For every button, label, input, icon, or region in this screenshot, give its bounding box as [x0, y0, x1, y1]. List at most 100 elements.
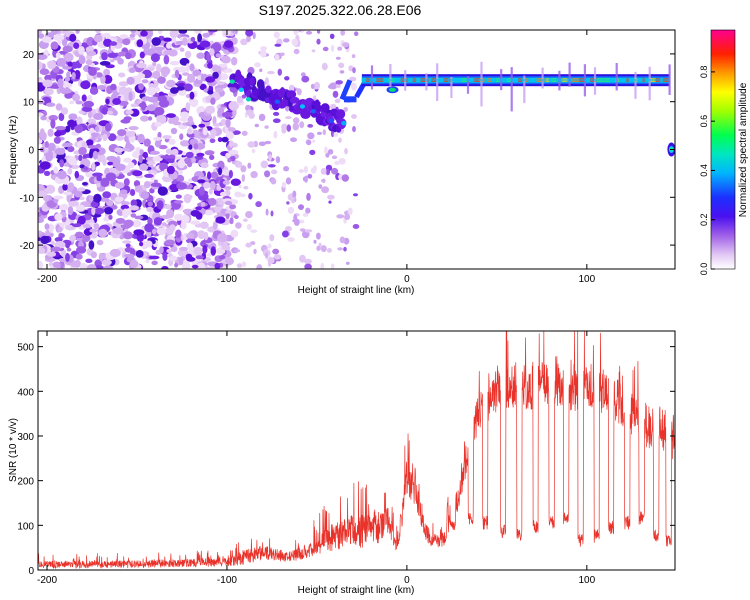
noise-speck	[44, 223, 50, 230]
noise-speck	[352, 67, 356, 74]
noise-speck	[164, 239, 175, 246]
noise-speck	[58, 233, 65, 239]
noise-speck	[160, 214, 171, 220]
noise-speck	[236, 95, 244, 104]
noise-speck	[224, 68, 233, 73]
noise-speck	[112, 227, 123, 235]
noise-speck	[195, 255, 204, 260]
noise-speck	[73, 42, 80, 49]
noise-speck	[153, 217, 163, 226]
noise-speck	[320, 168, 327, 175]
noise-speck	[209, 138, 216, 144]
noise-speck	[291, 200, 295, 204]
noise-speck	[220, 191, 227, 197]
track-hotspot	[229, 79, 235, 84]
noise-speck	[148, 38, 153, 44]
noise-speck	[334, 98, 341, 104]
noise-speck	[307, 132, 315, 140]
noise-speck	[64, 76, 71, 82]
colorbar-tick-label-2: 0.4	[699, 164, 709, 177]
noise-speck	[95, 125, 100, 132]
noise-speck	[212, 115, 217, 126]
noise-speck	[93, 34, 103, 43]
noise-speck	[209, 180, 216, 190]
noise-speck	[170, 127, 178, 135]
noise-speck	[67, 119, 76, 128]
noise-speck	[228, 149, 239, 155]
noise-speck	[200, 201, 206, 207]
noise-speck	[248, 192, 253, 200]
noise-speck	[169, 224, 176, 232]
snr-ytick-label-0: 0	[28, 566, 34, 577]
noise-speck	[54, 237, 63, 242]
noise-speck	[316, 38, 321, 45]
noise-speck	[93, 113, 104, 120]
tone-streak	[615, 63, 618, 91]
noise-speck	[187, 178, 193, 183]
colorbar-tick-label-0: 0.0	[699, 263, 709, 276]
noise-speck	[245, 109, 254, 116]
noise-speck	[228, 170, 233, 179]
noise-speck	[91, 206, 96, 216]
noise-speck	[296, 88, 302, 96]
noise-speck	[53, 136, 62, 144]
noise-speck	[132, 170, 143, 177]
noise-speck	[190, 36, 196, 42]
tone-streak	[541, 67, 544, 89]
noise-speck	[340, 30, 346, 36]
noise-speck	[114, 147, 124, 153]
noise-speck	[138, 154, 143, 164]
noise-speck	[197, 179, 206, 184]
noise-speck	[89, 228, 98, 233]
noise-speck	[241, 94, 247, 99]
noise-speck	[306, 139, 312, 146]
noise-speck	[125, 141, 132, 149]
noise-speck	[85, 258, 93, 263]
noise-speck	[339, 70, 345, 74]
noise-speck	[342, 42, 350, 48]
noise-speck	[253, 248, 257, 255]
noise-speck	[75, 30, 80, 34]
noise-speck	[67, 206, 74, 216]
noise-speck	[209, 48, 215, 57]
noise-speck	[59, 204, 69, 211]
noise-speck	[83, 166, 88, 171]
noise-speck	[254, 123, 259, 128]
snr-ylabel: SNR (10 * v/v)	[8, 418, 19, 482]
noise-speck	[59, 260, 65, 269]
noise-speck	[107, 161, 113, 166]
noise-speck	[168, 138, 176, 145]
noise-speck	[176, 182, 188, 190]
noise-speck	[347, 207, 353, 215]
noise-speck	[335, 84, 341, 88]
noise-speck	[351, 114, 357, 119]
noise-speck	[78, 55, 86, 65]
noise-speck	[283, 166, 290, 172]
noise-speck	[91, 132, 99, 138]
noise-speck	[245, 30, 254, 37]
noise-speck	[47, 128, 54, 137]
noise-speck	[210, 129, 217, 137]
noise-speck	[270, 169, 278, 175]
noise-speck	[179, 47, 185, 52]
noise-speck	[123, 253, 135, 258]
track-hotspot	[245, 97, 252, 102]
noise-speck	[196, 262, 206, 269]
noise-speck	[90, 251, 97, 259]
noise-speck	[197, 231, 206, 239]
noise-speck	[169, 61, 180, 66]
noise-speck	[173, 156, 182, 160]
snr-xtick-label-2: 0	[404, 575, 410, 586]
noise-speck	[149, 150, 160, 155]
noise-speck	[329, 33, 335, 39]
tone-lump-core	[389, 87, 396, 92]
noise-speck	[143, 181, 151, 189]
noise-speck	[140, 101, 147, 111]
noise-speck	[264, 77, 269, 85]
noise-speck	[282, 230, 289, 238]
noise-speck	[134, 185, 143, 193]
noise-speck	[38, 247, 46, 254]
noise-speck	[123, 219, 134, 228]
noise-speck	[68, 200, 80, 207]
noise-speck	[286, 124, 291, 132]
